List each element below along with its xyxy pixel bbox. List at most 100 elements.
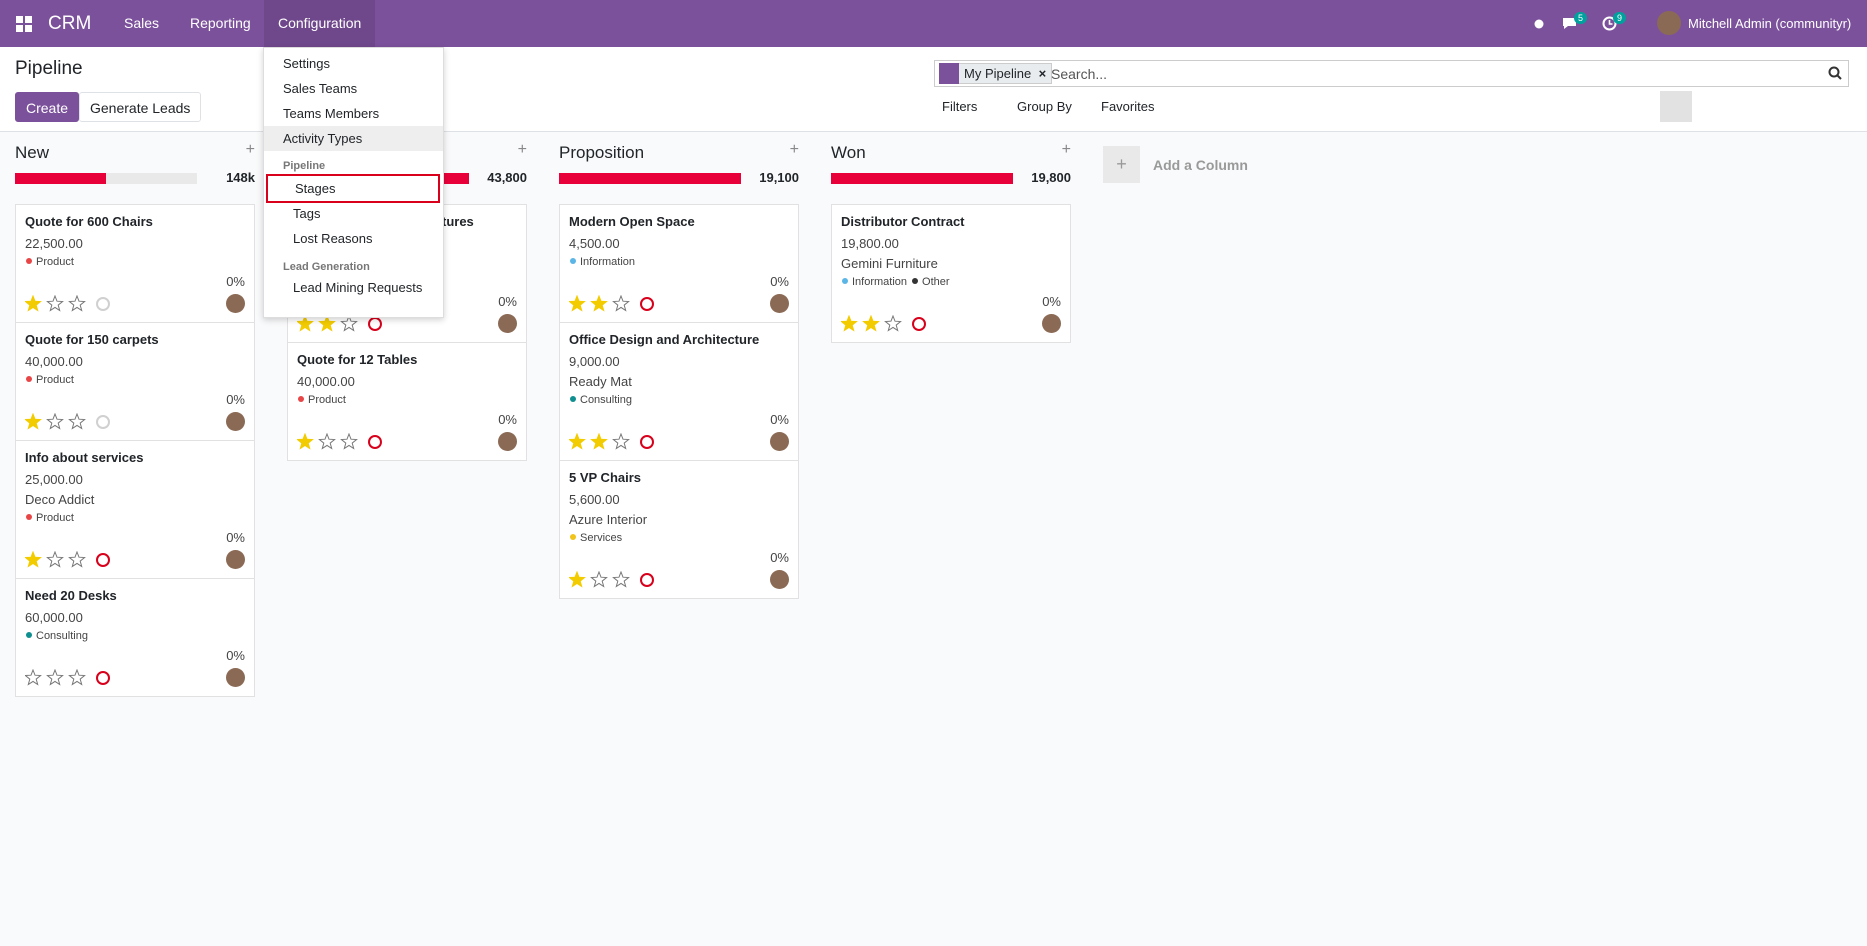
assignee-avatar[interactable] (226, 668, 245, 687)
assignee-avatar[interactable] (1042, 314, 1061, 333)
lead-card[interactable]: Modern Open Space 4,500.00 Information 0% (559, 204, 799, 323)
menu-item[interactable]: Lead Mining Requests (293, 280, 423, 295)
activities-icon[interactable] (1602, 16, 1617, 31)
lead-card[interactable]: Need 20 Desks 60,000.00 Consulting 0% (15, 578, 255, 697)
assignee-avatar[interactable] (498, 432, 517, 451)
star[interactable] (884, 315, 902, 332)
star[interactable] (297, 315, 314, 332)
add-column[interactable]: + Add a Column (1103, 146, 1303, 186)
menu-item[interactable]: Teams Members (283, 106, 380, 121)
activity-icon[interactable] (96, 415, 110, 429)
lead-card[interactable]: Distributor Contract 19,800.00 Gemini Furn… (831, 204, 1071, 343)
menu-configuration[interactable]: Configuration (264, 0, 376, 47)
star[interactable] (68, 413, 86, 430)
activity-icon[interactable] (96, 553, 110, 567)
star[interactable] (25, 669, 42, 686)
priority-stars[interactable] (297, 433, 365, 451)
star[interactable] (340, 315, 358, 332)
search-icon[interactable] (1828, 66, 1842, 80)
star[interactable] (68, 295, 86, 312)
menu-item[interactable]: Stages (266, 174, 440, 203)
star[interactable] (862, 315, 880, 332)
star[interactable] (46, 295, 64, 312)
star[interactable] (318, 433, 336, 450)
star[interactable] (841, 315, 858, 332)
menu-item[interactable]: Activity Types (264, 126, 443, 151)
star[interactable] (569, 295, 586, 312)
lead-card[interactable]: Info about services 25,000.00 Deco Addict P… (15, 440, 255, 579)
column-add[interactable]: + (1061, 141, 1071, 158)
messages-icon[interactable] (1562, 17, 1578, 30)
lead-card[interactable]: Quote for 12 Tables 40,000.00 Product 0% (287, 342, 527, 461)
star[interactable] (569, 571, 586, 588)
graph-view[interactable] (1788, 91, 1820, 122)
assignee-avatar[interactable] (770, 294, 789, 313)
priority-stars[interactable] (569, 295, 637, 313)
star[interactable] (46, 551, 64, 568)
column-add[interactable]: + (245, 141, 255, 158)
activity-icon[interactable] (640, 435, 654, 449)
star[interactable] (297, 433, 314, 450)
priority-stars[interactable] (569, 571, 637, 589)
assignee-avatar[interactable] (226, 412, 245, 431)
star[interactable] (612, 433, 630, 450)
menu-item[interactable]: Sales Teams (283, 81, 358, 96)
menu-reporting[interactable]: Reporting (190, 15, 251, 31)
assignee-avatar[interactable] (226, 550, 245, 569)
star[interactable] (590, 433, 608, 450)
activity-icon[interactable] (96, 671, 110, 685)
user-name[interactable]: Mitchell Admin (communityr) (1688, 16, 1852, 31)
assignee-avatar[interactable] (498, 314, 517, 333)
star[interactable] (590, 571, 608, 588)
star[interactable] (46, 669, 64, 686)
star[interactable] (25, 413, 42, 430)
star[interactable] (612, 571, 630, 588)
activity-icon[interactable] (368, 317, 382, 331)
star[interactable] (590, 295, 608, 312)
calendar-view[interactable] (1724, 91, 1756, 122)
menu-item[interactable]: Settings (283, 56, 330, 71)
search-facet[interactable]: My Pipeline × (939, 63, 1053, 84)
star[interactable] (612, 295, 630, 312)
list-view[interactable] (1692, 91, 1724, 122)
priority-stars[interactable] (297, 315, 365, 333)
menu-item[interactable]: Tags (293, 206, 321, 221)
assignee-avatar[interactable] (226, 294, 245, 313)
apps-icon[interactable] (16, 16, 32, 32)
priority-stars[interactable] (25, 413, 93, 431)
favorites-button[interactable]: Favorites (1101, 99, 1155, 114)
column-add[interactable]: + (517, 141, 527, 158)
pivot-view[interactable] (1756, 91, 1788, 122)
priority-stars[interactable] (25, 551, 93, 569)
generate-leads-button[interactable]: Generate Leads (79, 92, 202, 122)
lead-card[interactable]: Office Design and Architecture 9,000.00 Re… (559, 322, 799, 461)
star[interactable] (46, 413, 64, 430)
app-name[interactable]: CRM (48, 13, 92, 34)
filters-button[interactable]: Filters (942, 99, 978, 114)
activity-icon[interactable] (368, 435, 382, 449)
create-button[interactable]: Create (15, 92, 80, 122)
activity-icon[interactable] (640, 573, 654, 587)
activity-icon[interactable] (912, 317, 926, 331)
star[interactable] (340, 433, 358, 450)
priority-stars[interactable] (841, 315, 909, 333)
activity-icon[interactable] (96, 297, 110, 311)
priority-stars[interactable] (25, 295, 93, 313)
star[interactable] (68, 551, 86, 568)
debug-icon[interactable] (1532, 16, 1546, 30)
star[interactable] (569, 433, 586, 450)
priority-stars[interactable] (569, 433, 637, 451)
lead-card[interactable]: 5 VP Chairs 5,600.00 Azure Interior Service… (559, 460, 799, 599)
lead-card[interactable]: Quote for 150 carpets 40,000.00 Product 0% (15, 322, 255, 441)
priority-stars[interactable] (25, 669, 93, 687)
activity-view[interactable] (1820, 91, 1852, 122)
kanban-view[interactable] (1660, 91, 1692, 122)
group-by-button[interactable]: Group By (1017, 99, 1072, 114)
menu-sales[interactable]: Sales (124, 15, 160, 31)
star[interactable] (318, 315, 336, 332)
star[interactable] (68, 669, 86, 686)
user-avatar[interactable] (1657, 11, 1681, 35)
search-input[interactable]: Search... (1051, 66, 1108, 82)
assignee-avatar[interactable] (770, 570, 789, 589)
facet-remove[interactable]: × (1038, 66, 1047, 81)
